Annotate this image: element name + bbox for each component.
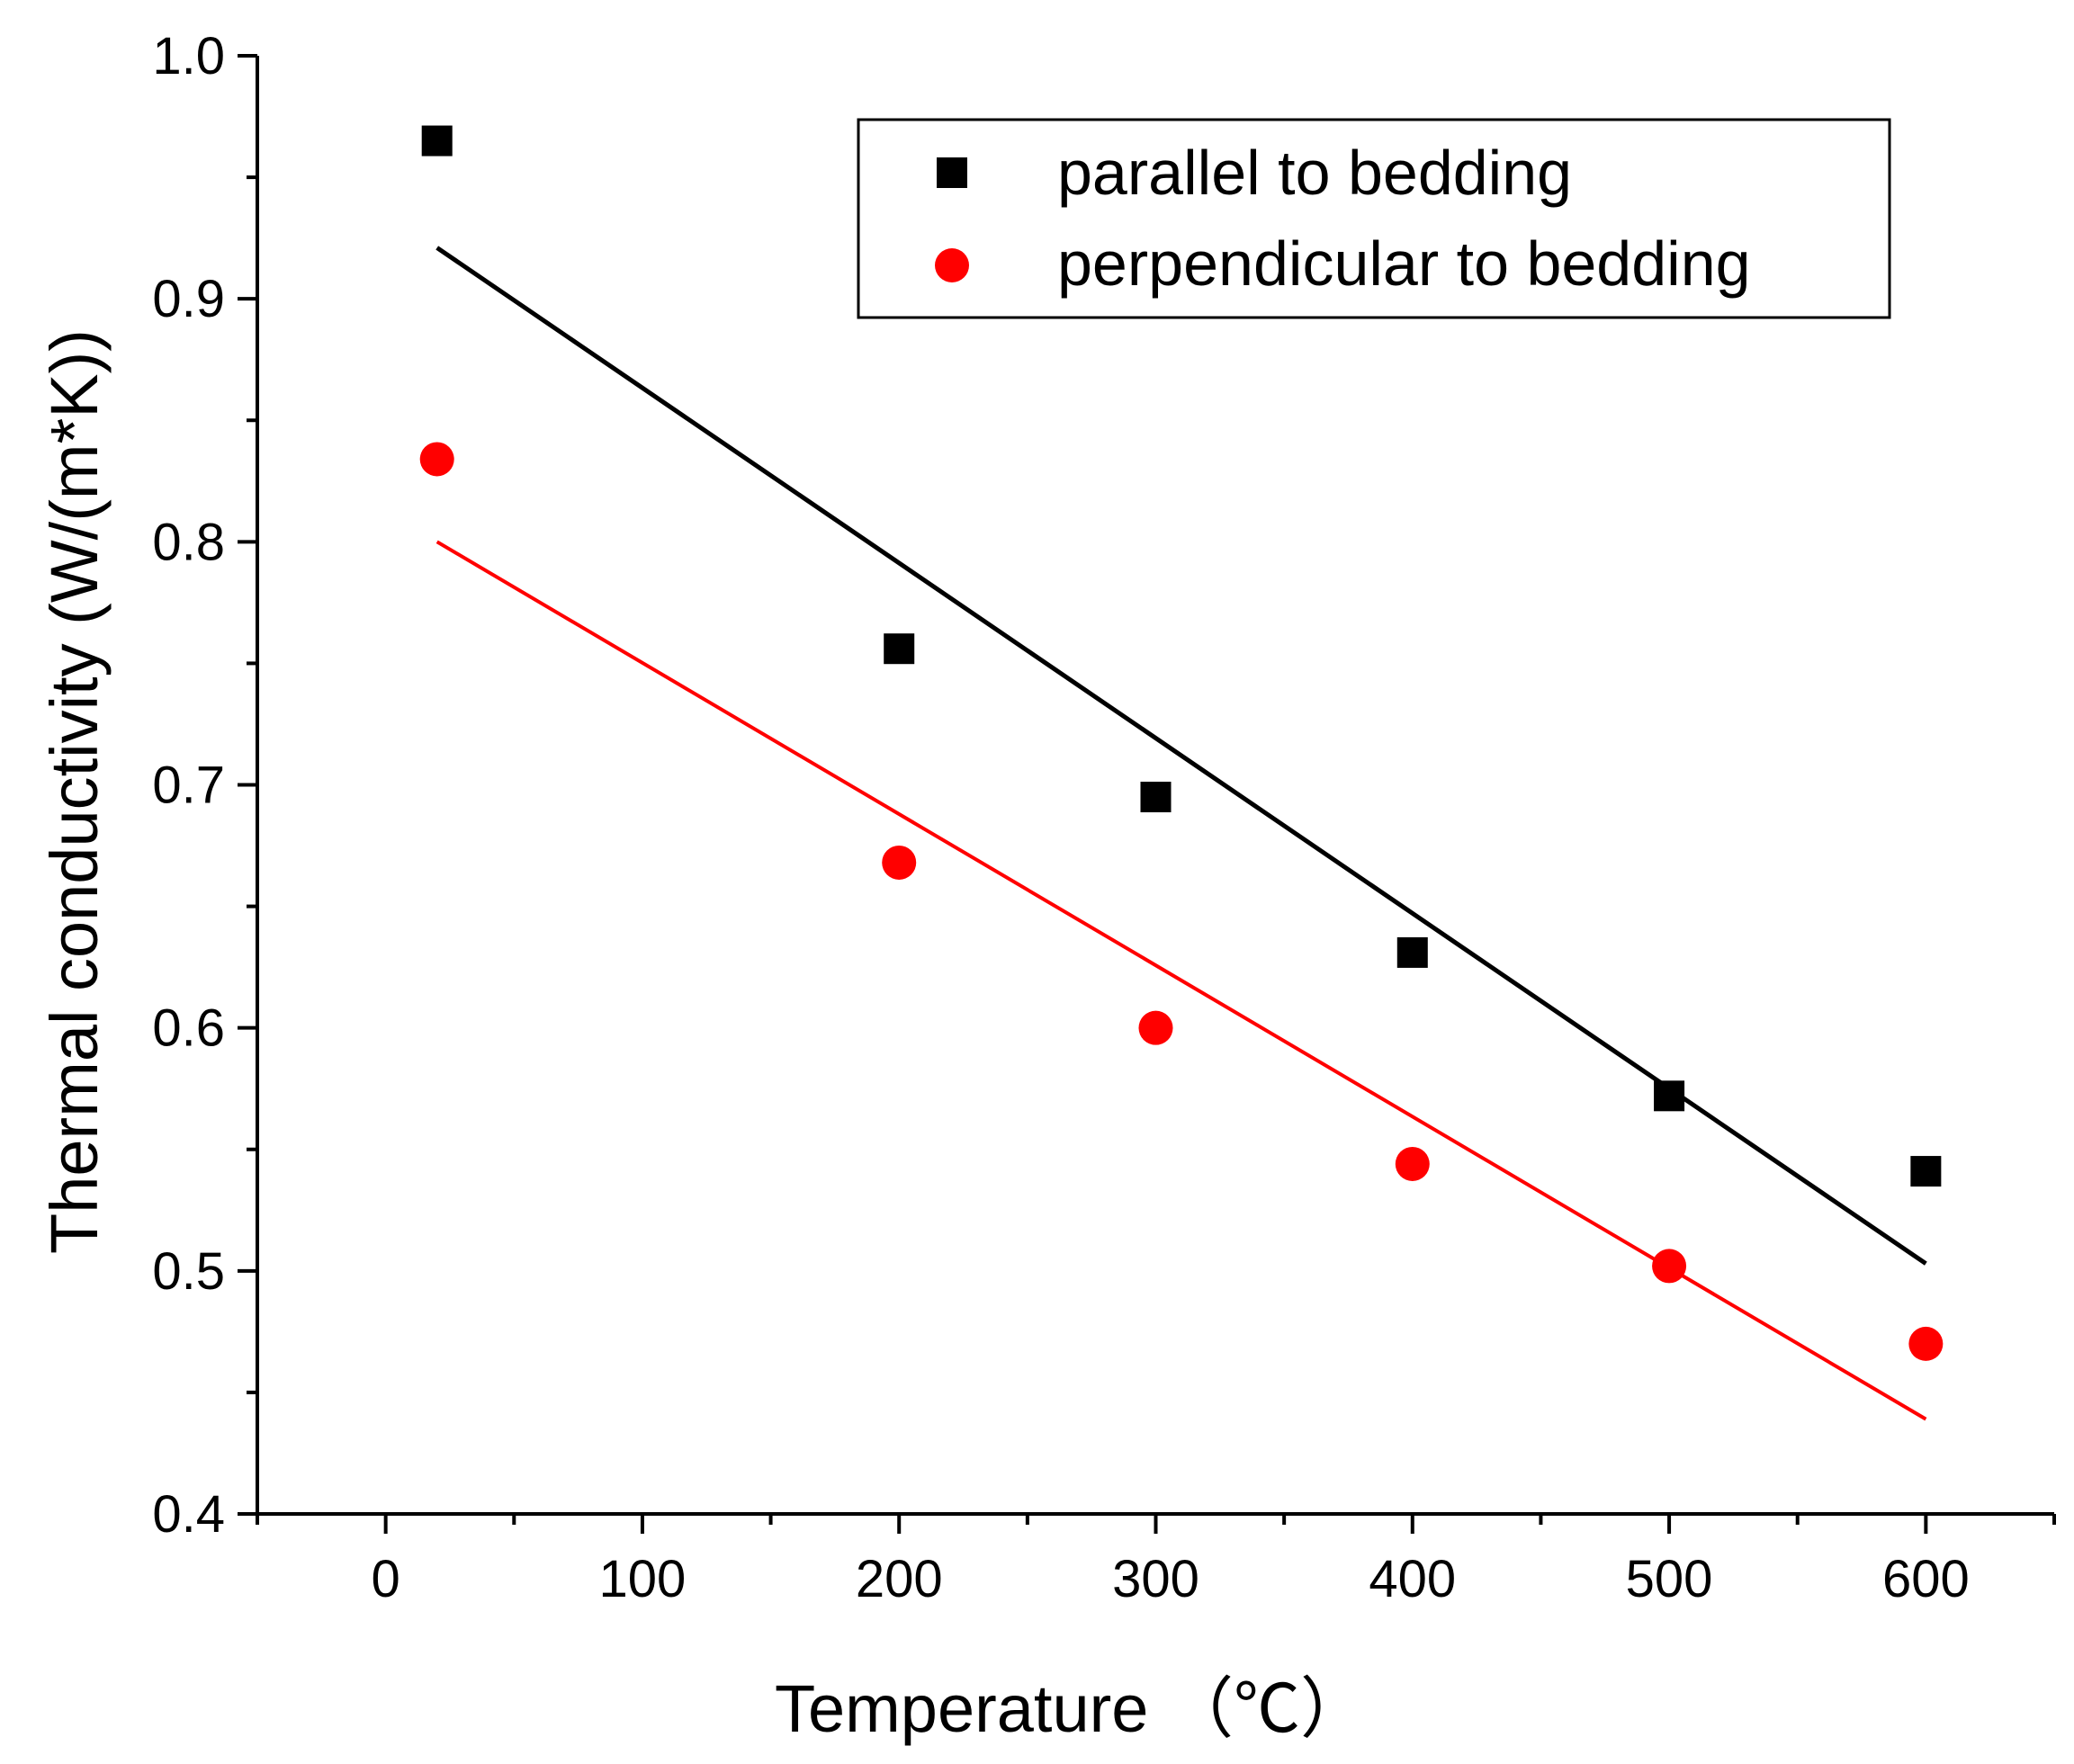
x-tick-label: 200 [856,1550,943,1608]
fit-line-parallel [435,246,1927,1266]
legend-label-parallel: parallel to bedding [1057,138,1572,208]
y-tick-label: 0.8 [152,513,225,571]
y-tick-label: 0.4 [152,1485,225,1544]
legend-frame [857,118,1891,319]
fit-lines [435,246,1927,1421]
x-tick-label: 100 [599,1550,687,1608]
legend: parallel to bedding perpendicular to bed… [857,118,1891,319]
axes: 0.4 0.5 0.6 0.7 0.8 0.9 1.0 0 100 200 300 400 500 600 [152,27,2056,1608]
data-points [419,125,1944,1361]
data-point-parallel [1140,782,1172,813]
x-tick-label: 500 [1626,1550,1713,1608]
y-tick-label: 0.6 [152,999,225,1058]
data-point-parallel [1396,936,1428,968]
y-tick-label: 0.7 [152,757,225,815]
data-point-perpendicular [1908,1326,1944,1361]
x-tick-label: 300 [1112,1550,1199,1608]
fit-line-perpendicular [435,540,1927,1421]
data-point-parallel [1910,1156,1942,1187]
legend-label-perpendicular: perpendicular to bedding [1057,228,1751,299]
y-tick-label: 1.0 [152,27,225,85]
data-point-parallel [1654,1080,1685,1112]
y-tick-label: 0.5 [152,1242,225,1301]
data-point-perpendicular [1395,1146,1430,1181]
data-point-perpendicular [419,442,454,477]
legend-marker-perpendicular [935,248,969,282]
x-tick-label: 0 [372,1550,400,1608]
x-tick-label: 600 [1882,1550,1970,1608]
x-tick-label: 400 [1369,1550,1456,1608]
x-axis-title: Temperature （℃） [775,1671,1367,1746]
y-tick-label: 0.9 [152,270,225,328]
data-point-perpendicular [1652,1249,1687,1284]
legend-marker-parallel [937,157,967,188]
data-point-perpendicular [1138,1010,1173,1045]
data-point-parallel [884,633,915,665]
data-point-perpendicular [882,845,917,880]
data-point-parallel [421,125,453,157]
y-axis-title: Thermal conductivity (W/(m*K)) [37,329,112,1254]
